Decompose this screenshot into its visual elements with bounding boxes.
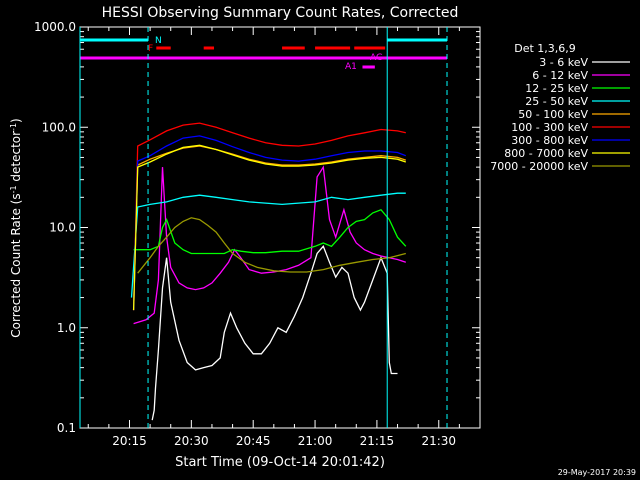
series-line-3 [130,192,406,298]
legend-label: 100 - 300 keV [511,121,588,134]
series-line-0 [151,245,398,421]
y-axis-label-mid: detector [9,131,23,186]
plot-frame [79,26,481,429]
chart-title: HESSI Observing Summary Count Rates, Cor… [102,5,459,21]
x-tick-label: 21:30 [421,434,456,448]
legend-label: 50 - 100 keV [518,108,588,121]
plot-border [79,26,481,429]
y-tick-label: 1.0 [57,321,76,335]
series-line-8 [137,217,406,274]
y-axis: 0.1 1.0 10.0 100.0 1000.0 [34,20,480,435]
x-axis-label: Start Time (09-Oct-14 20:01:42) [175,455,385,470]
series-line-4 [132,145,407,311]
flag-label: N [155,36,162,46]
series-line-1 [133,165,407,325]
legend-label: 25 - 50 keV [525,95,588,108]
x-tick-label: 21:15 [360,434,395,448]
y-tick-label: 1000.0 [34,20,76,34]
series-line-6 [132,135,407,311]
x-tick-label: 20:15 [112,434,147,448]
flag-bars: NF AG A1 [80,36,448,72]
legend-label: 800 - 7000 keV [504,147,588,160]
legend-title: Det 1,3,6,9 [514,42,576,55]
series-line-2 [133,209,407,255]
footer-timestamp: 29-May-2017 20:39 [558,468,636,477]
legend-label: 300 - 800 keV [511,134,588,147]
x-tick-label: 20:30 [174,434,209,448]
time-markers [79,27,448,428]
x-tick-label: 20:45 [236,434,271,448]
series-line-5 [132,122,406,311]
flag-label: A1 [345,62,357,72]
y-axis-label-end: ) [9,118,23,123]
x-axis: 20:15 20:30 20:45 21:00 21:15 21:30 [87,27,460,448]
flag-label: F [148,44,153,54]
y-axis-label-main: Corrected Count Rate (s [9,193,23,337]
y-tick-label: 0.1 [57,421,76,435]
legend-label: 3 - 6 keV [539,56,588,69]
y-axis-label-sup-1: -1 [9,185,18,193]
series-lines [130,122,407,421]
legend-label: 6 - 12 keV [532,69,588,82]
y-tick-label: 100.0 [42,120,76,134]
y-axis-label: Corrected Count Rate (s-1 detector-1) [9,118,23,337]
y-axis-label-sup-2: -1 [9,123,18,131]
legend-label: 7000 - 20000 keV [490,160,588,173]
flag-label: AG [370,53,383,63]
series-line-7 [132,144,407,311]
y-tick-label: 10.0 [49,221,76,235]
legend-label: 12 - 25 keV [525,82,588,95]
x-tick-label: 21:00 [298,434,333,448]
